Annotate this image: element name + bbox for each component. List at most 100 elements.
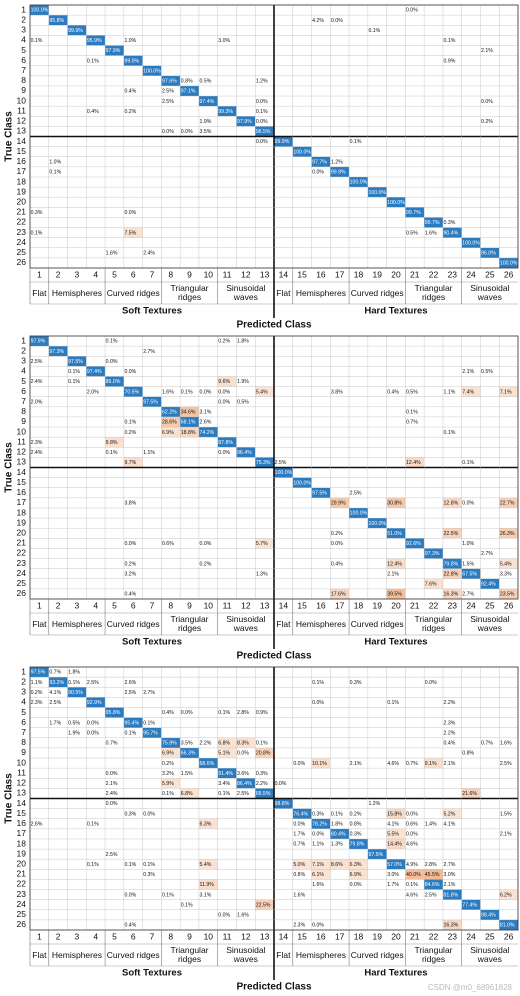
cell bbox=[330, 828, 350, 839]
cell-label: 2.5% bbox=[350, 490, 362, 496]
cell-label: 0.0% bbox=[143, 811, 155, 817]
cell-label: 97.1% bbox=[181, 89, 196, 95]
cell-label: 79.8% bbox=[444, 561, 459, 567]
cell bbox=[217, 437, 237, 448]
cell-label: 2.4% bbox=[143, 251, 155, 257]
cell-label: 0.0% bbox=[218, 399, 230, 405]
cell-label: 3.3% bbox=[500, 571, 512, 577]
group-label-box: Sinusoidal waves bbox=[226, 614, 266, 633]
cell-label: 45.5% bbox=[425, 872, 440, 878]
cell-label: 12.4% bbox=[387, 561, 402, 567]
cell-label: 10.1% bbox=[312, 761, 327, 767]
y-tick-label: 25 bbox=[17, 247, 27, 257]
cell-label: 1.7% bbox=[293, 832, 305, 838]
section-label: Soft Textures bbox=[122, 968, 182, 979]
cell-label: 0.1% bbox=[68, 369, 80, 375]
cell-label: 75.3% bbox=[256, 460, 271, 466]
group-label: Sinusoidal waves bbox=[226, 614, 266, 633]
cell-label: 5.5% bbox=[387, 832, 399, 838]
y-tick-label: 1 bbox=[21, 4, 26, 14]
cell-label: 78.2% bbox=[312, 821, 327, 827]
cell-label: 92.6% bbox=[406, 541, 421, 547]
cell bbox=[442, 568, 462, 579]
y-axis-title: True Class bbox=[4, 442, 15, 493]
cell-label: 2.3% bbox=[31, 700, 43, 706]
x-tick-label: 5 bbox=[112, 600, 117, 610]
group-label-box: Curved ridges bbox=[107, 288, 160, 297]
cell-label: 6.3% bbox=[350, 862, 362, 868]
y-axis-title: True Class bbox=[4, 111, 15, 162]
cell-label: 12.4% bbox=[406, 460, 421, 466]
cell-label: 2.7% bbox=[462, 592, 474, 598]
cell-label: 99.9% bbox=[68, 28, 83, 34]
cell-label: 0.0% bbox=[106, 771, 118, 777]
cell-label: 84.6% bbox=[425, 882, 440, 888]
group-label: Curved ridges bbox=[350, 618, 404, 629]
cell bbox=[255, 126, 274, 137]
cell-label: 0.0% bbox=[256, 119, 268, 125]
cell-label: 2.1% bbox=[462, 369, 474, 375]
y-tick-label: 6 bbox=[21, 55, 26, 65]
confusion-matrix: 97.9% 0.1% 0.2% 1.8% 97.3% 2.7% 2.5% 97.5% 0.0% 0… bbox=[4, 335, 519, 662]
cell bbox=[123, 457, 143, 468]
cell-label: 1.9% bbox=[68, 730, 80, 736]
cell-label: 0.0% bbox=[293, 761, 305, 767]
cell bbox=[161, 747, 181, 759]
cell-label: 2.7% bbox=[143, 690, 155, 696]
cell-label: 2.5% bbox=[237, 791, 249, 797]
cell-label: 3.8% bbox=[124, 501, 136, 507]
x-tick-label: 5 bbox=[112, 269, 117, 279]
cell bbox=[123, 55, 143, 66]
cell-label: 0.1% bbox=[162, 892, 174, 898]
cell-label: 34.6% bbox=[181, 410, 196, 416]
confusion-matrix: 100.0% 0.0%95.8% 4.2% 0.0%99.9% 0.1%0.1% 95.9… bbox=[4, 4, 519, 331]
x-tick-label: 23 bbox=[448, 600, 458, 610]
group-label: Sinusoidal waves bbox=[470, 283, 510, 302]
cell-label: 0.5% bbox=[406, 230, 418, 236]
cell-label: 0.4% bbox=[87, 109, 99, 115]
y-tick-label: 26 bbox=[17, 919, 27, 929]
cell bbox=[292, 808, 312, 819]
y-tick-label: 10 bbox=[17, 95, 27, 105]
cell-label: 0.2% bbox=[124, 109, 136, 115]
x-tick-label: 25 bbox=[485, 269, 495, 279]
cell bbox=[480, 578, 500, 589]
cell-label: 1.6% bbox=[106, 251, 118, 257]
cell-label: 80.4% bbox=[331, 832, 346, 838]
x-tick-label: 22 bbox=[429, 600, 439, 610]
cell bbox=[274, 798, 293, 809]
cell bbox=[461, 386, 481, 397]
cell-label: 5.1% bbox=[218, 751, 230, 757]
cell-label: 11.9% bbox=[200, 882, 215, 888]
y-tick-label: 12 bbox=[17, 116, 27, 126]
cell-label: 0.1% bbox=[444, 430, 456, 436]
x-tick-label: 12 bbox=[241, 600, 251, 610]
x-tick-label: 10 bbox=[204, 931, 214, 941]
cell-label: 0.1% bbox=[406, 410, 418, 416]
cell-label: 7.1% bbox=[500, 389, 512, 395]
y-tick-label: 5 bbox=[21, 45, 26, 55]
cell-label: 0.0% bbox=[181, 129, 193, 135]
y-tick-label: 21 bbox=[17, 538, 27, 548]
x-tick-label: 6 bbox=[131, 269, 136, 279]
group-label-box: Flat bbox=[32, 619, 46, 628]
cell bbox=[311, 869, 331, 880]
cell bbox=[330, 497, 350, 508]
y-tick-label: 18 bbox=[17, 176, 27, 186]
cell-label: 99.7% bbox=[406, 210, 421, 216]
y-tick-label: 15 bbox=[17, 146, 27, 156]
cell-label: 67.5% bbox=[462, 571, 477, 577]
cell-label: 0.1% bbox=[124, 420, 136, 426]
cell-label: 3.8% bbox=[331, 389, 343, 395]
cell bbox=[180, 747, 199, 759]
cell-label: 0.1% bbox=[406, 882, 418, 888]
cell-label: 12.8% bbox=[444, 501, 459, 507]
cell-label: 97.5% bbox=[143, 399, 158, 405]
cell-label: 97.7% bbox=[312, 159, 327, 165]
cell-label: 0.1% bbox=[106, 450, 118, 456]
cell bbox=[386, 558, 406, 569]
cell-label: 0.1% bbox=[143, 862, 155, 868]
cell-label: 5.9% bbox=[162, 781, 174, 787]
cell-label: 97.4% bbox=[200, 99, 215, 105]
cell-label: 76.4% bbox=[293, 811, 308, 817]
